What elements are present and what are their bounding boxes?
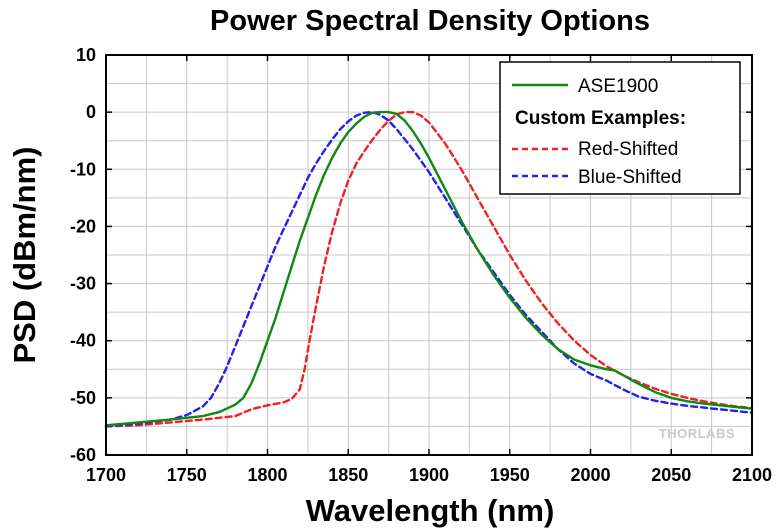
y-tick-labels: 10 0 -10 -20 -30 -40 -50 -60 [70,45,96,465]
series-layer [104,110,754,428]
axis-ticks [105,54,753,456]
x-tick-label: 1850 [328,465,368,485]
y-tick-label: -30 [70,274,96,294]
y-tick-label: 10 [76,45,96,65]
y-axis-label: PSD (dBm/nm) [7,147,42,364]
x-tick-label: 2000 [570,465,610,485]
y-tick-label: -20 [70,216,96,236]
y-tick-label: 0 [86,102,96,122]
x-tick-labels: 1700 1750 1800 1850 1900 1950 2000 2050 2100 [86,465,772,485]
thorlabs-watermark: THORLABS [659,426,735,441]
legend-heading: Custom Examples: [515,108,686,129]
x-tick-label: 2100 [732,465,772,485]
y-tick-label: -60 [70,445,96,465]
y-tick-label: -40 [70,331,96,351]
legend-label-ase1900: ASE1900 [578,76,658,97]
x-tick-label: 2050 [651,465,691,485]
x-tick-label: 1700 [86,465,126,485]
series-line-blue-shifted [104,110,754,428]
x-tick-label: 1800 [247,465,287,485]
x-axis-label: Wavelength (nm) [306,493,555,528]
legend-label-red-shifted: Red-Shifted [578,139,678,160]
series-line-ase1900 [104,110,754,427]
x-tick-label: 1900 [409,465,449,485]
legend-label-blue-shifted: Blue-Shifted [578,167,682,188]
legend: ASE1900 Custom Examples: Red-Shifted Blu… [499,61,741,195]
x-tick-label: 1950 [490,465,530,485]
y-tick-label: -50 [70,388,96,408]
y-tick-label: -10 [70,159,96,179]
chart-title: Power Spectral Density Options [210,5,650,37]
x-tick-label: 1750 [167,465,207,485]
